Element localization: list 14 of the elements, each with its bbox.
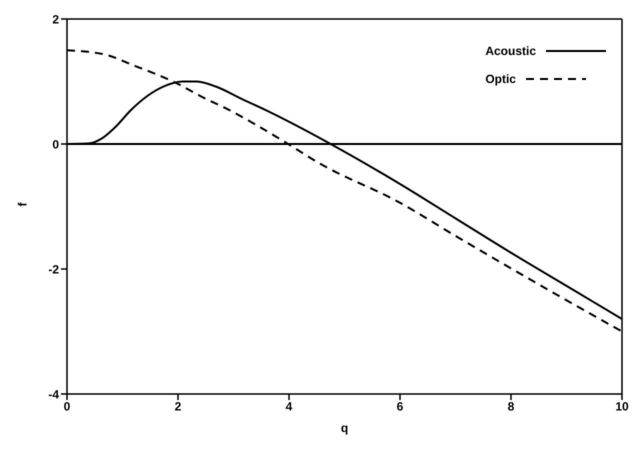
- y-tick-label: 2: [52, 12, 60, 26]
- x-tick-label: 2: [174, 400, 182, 414]
- y-axis-title: f: [15, 202, 30, 206]
- legend-label: Acoustic: [485, 44, 536, 58]
- x-tick-label: 4: [286, 400, 293, 414]
- x-tick-label: 10: [615, 400, 629, 414]
- x-tick-label: 8: [508, 400, 515, 414]
- x-tick-label: 0: [64, 400, 71, 414]
- x-axis-title: q: [340, 421, 348, 435]
- legend-label: Optic: [485, 72, 516, 86]
- x-tick-label: 6: [396, 400, 404, 414]
- y-tick-label: -2: [48, 262, 60, 276]
- y-tick-label: -4: [48, 387, 60, 402]
- y-tick-label: 0: [52, 137, 60, 152]
